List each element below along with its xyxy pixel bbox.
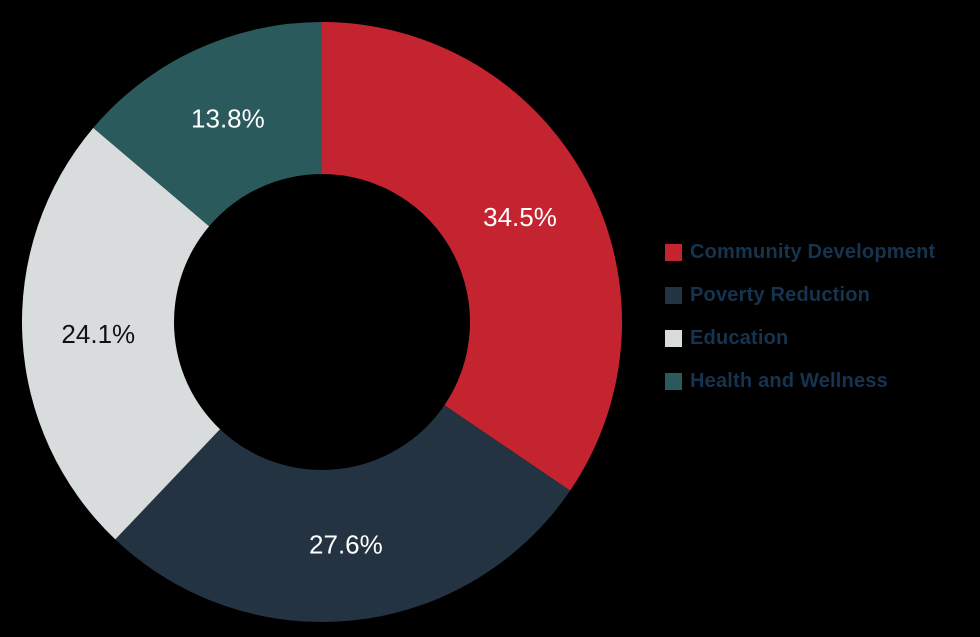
slice-percent-label-poverty-reduction: 27.6% [309, 530, 383, 560]
legend-label: Education [690, 327, 789, 349]
legend-label: Community Development [690, 241, 936, 263]
legend-item-community-development: Community Development [665, 241, 935, 263]
legend-swatch-icon [665, 243, 682, 261]
legend-swatch-icon [665, 286, 682, 304]
slice-percent-label-community-development: 34.5% [483, 202, 557, 232]
pie-slice-poverty-reduction [115, 405, 571, 622]
pie-slice-education [21, 127, 221, 540]
slice-percent-label-education: 24.1% [61, 319, 135, 349]
legend-label: Poverty Reduction [690, 284, 871, 306]
chart-legend: Community Development Poverty Reduction Ed… [665, 241, 935, 392]
legend-swatch-icon [665, 329, 682, 347]
legend-item-education: Education [665, 327, 935, 349]
legend-swatch-icon [665, 372, 682, 390]
legend-item-health-and-wellness: Health and Wellness [665, 370, 935, 392]
legend-label: Health and Wellness [690, 370, 888, 392]
pie-slice-community-development [322, 22, 622, 491]
slice-percent-label-health-and-wellness: 13.8% [191, 104, 265, 134]
pie-slice-health-and-wellness [93, 21, 323, 227]
legend-item-poverty-reduction: Poverty Reduction [665, 284, 935, 306]
